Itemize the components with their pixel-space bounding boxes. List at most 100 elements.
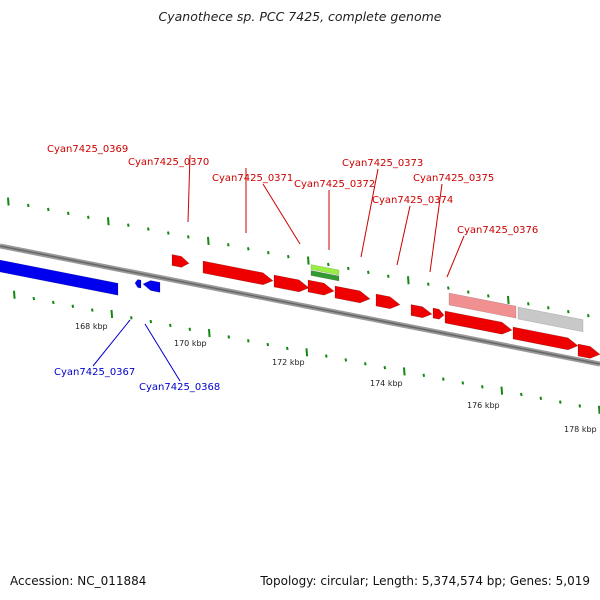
inner-tick [52,300,55,305]
forward-gene-arrow [273,274,310,293]
outer-tick [427,282,430,286]
scale-label: 172 kbp [272,358,305,367]
inner-tick [578,404,582,408]
forward-gene-label: Cyan7425_0371 [212,173,293,184]
rna-gene-lower [310,270,340,282]
forward-gene-arrow [444,310,513,335]
inner-tick [110,309,114,319]
inner-tick [286,346,289,351]
forward-gene-label: Cyan7425_0369 [47,144,128,155]
rna-gene-upper [310,264,340,276]
inner-tick [520,392,523,397]
inner-tick [188,327,192,331]
genome-title: Cyanothece sp. PCC 7425, complete genome [158,9,442,24]
outer-tick [547,306,550,310]
pseudo-gene-feature [448,292,517,319]
forward-gene-arrow [375,293,401,310]
outer-tick [47,207,50,212]
outer-tick [167,231,170,235]
inner-tick [383,365,387,370]
forward-gene-label: Cyan7425_0375 [413,173,494,184]
inner-tick [500,386,504,395]
inner-tick [71,304,75,308]
inner-tick [559,400,562,404]
label-leader-line [396,205,411,266]
genome-summary-text: Topology: circular; Length: 5,374,574 bp… [260,574,590,588]
inner-tick-ring [13,290,600,414]
inner-tick [91,308,94,312]
inner-tick [539,396,543,400]
forward-gene-label: Cyan7425_0376 [457,225,538,236]
inner-tick [305,348,309,357]
label-leader-line [446,235,465,278]
scale-label: 168 kbp [75,322,108,331]
outer-tick [247,247,250,251]
outer-tick [407,276,410,285]
scale-label: 170 kbp [174,339,207,348]
label-leader-lines [92,154,465,382]
inner-tick [130,316,133,320]
inner-tick [344,358,348,362]
outer-tick [467,290,470,294]
label-leader-line [144,323,181,382]
outer-tick [327,262,330,267]
gene-track [0,254,600,359]
forward-gene-arrow [334,285,371,304]
reverse-gene-label: Cyan7425_0367 [54,367,135,378]
label-leader-line [187,154,191,223]
inner-tick [247,339,250,343]
scale-label: 174 kbp [370,379,403,388]
outer-tick [207,236,210,245]
outer-tick [307,256,310,265]
genome-backbone [0,243,600,367]
outer-tick [67,211,70,216]
outer-tick-ring [7,197,590,318]
forward-gene-arrow [171,254,190,268]
forward-gene-arrow [432,307,445,320]
outer-tick [527,302,530,306]
label-leader-line [360,168,379,258]
outer-tick [87,215,90,220]
outer-tick [227,243,230,247]
inner-tick [208,329,211,338]
gene-labels: Cyan7425_0369Cyan7425_0370Cyan7425_0371C… [47,144,538,393]
label-leader-line [262,183,301,245]
reverse-gene-arrow [142,280,161,293]
forward-gene-arrow [307,279,335,296]
inner-tick [325,354,328,358]
inner-tick [227,335,231,339]
inner-tick [32,296,36,301]
label-leader-line [92,319,131,367]
forward-gene-label: Cyan7425_0373 [342,158,423,169]
outer-tick [287,254,290,259]
scale-labels: 168 kbp 170 kbp 172 kbp 174 kbp 176 kbp 178 k… [75,322,597,434]
outer-tick [347,266,350,271]
inner-tick [364,362,367,366]
outer-tick [267,251,270,255]
inner-tick [149,319,153,324]
outer-tick [187,235,190,239]
outer-tick [567,310,570,314]
outer-tick [587,313,590,318]
forward-gene-arrow [512,326,579,351]
outer-tick [367,270,370,275]
outer-tick [487,294,490,298]
scale-label: 178 kbp [564,425,597,434]
inner-tick [169,323,172,328]
forward-gene-label: Cyan7425_0374 [372,195,453,206]
inner-tick [13,290,16,299]
outer-tick [107,217,110,226]
inner-tick [266,342,270,347]
reverse-gene-arrow [134,279,142,289]
other-feature [517,306,584,333]
outer-tick [7,197,10,206]
accession-text: Accession: NC_011884 [10,574,147,588]
inner-tick [461,381,465,385]
outer-tick [387,274,390,279]
outer-tick [447,286,450,290]
forward-gene-label: Cyan7425_0370 [128,157,209,168]
forward-gene-label: Cyan7425_0372 [294,179,375,190]
outer-tick [27,203,30,208]
forward-gene-arrow [202,260,274,286]
